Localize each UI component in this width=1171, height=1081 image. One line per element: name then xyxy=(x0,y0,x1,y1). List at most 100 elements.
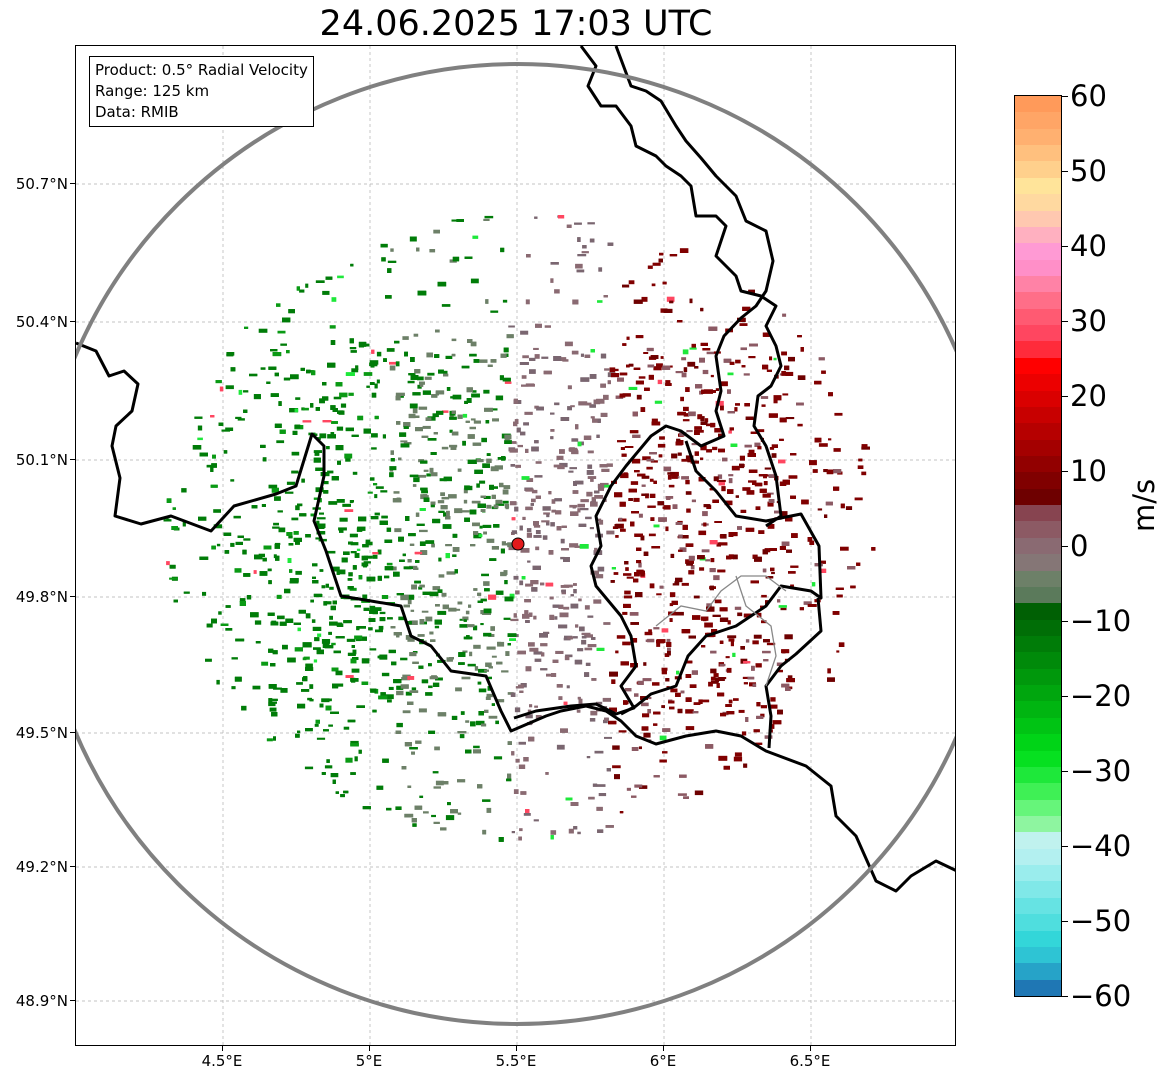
echo-cell xyxy=(665,496,674,499)
echo-cell xyxy=(769,704,778,709)
radar-map[interactable] xyxy=(75,45,956,1046)
echo-cell xyxy=(603,719,608,724)
echo-cell xyxy=(491,546,499,550)
echo-cell xyxy=(271,487,279,493)
echo-cell xyxy=(619,372,628,376)
echo-cell xyxy=(861,471,867,476)
echo-cell xyxy=(659,735,667,741)
echo-cell xyxy=(501,456,506,461)
echo-cell xyxy=(501,670,509,673)
echo-cell xyxy=(422,494,428,499)
echo-cell xyxy=(350,678,359,682)
echo-cell xyxy=(305,663,313,667)
echo-cell xyxy=(294,647,303,652)
echo-cell xyxy=(477,784,483,789)
echo-cell xyxy=(585,516,592,520)
echo-cell xyxy=(596,784,606,787)
echo-cell xyxy=(511,517,516,521)
echo-cell xyxy=(352,657,359,660)
echo-cell xyxy=(626,336,630,340)
echo-cell xyxy=(682,535,689,539)
echo-cell xyxy=(461,676,471,680)
echo-cell xyxy=(525,448,529,453)
echo-cell xyxy=(249,373,258,377)
echo-cell xyxy=(430,452,437,455)
echo-cell xyxy=(539,633,548,638)
echo-cell xyxy=(527,709,532,713)
echo-cell xyxy=(502,299,508,303)
colorbar-segment xyxy=(1015,128,1061,147)
echo-cell xyxy=(237,535,244,538)
echo-cell xyxy=(441,304,451,307)
echo-cell xyxy=(446,571,456,575)
echo-cell xyxy=(760,705,767,709)
echo-cell xyxy=(490,466,499,472)
echo-cell xyxy=(325,583,329,588)
echo-cell xyxy=(362,594,368,599)
echo-cell xyxy=(365,539,371,545)
echo-cell xyxy=(509,448,518,453)
echo-cell xyxy=(347,652,356,656)
echo-cell xyxy=(270,663,276,667)
echo-cell xyxy=(484,215,494,219)
x-tick-label: 4.5°E xyxy=(201,1052,243,1070)
echo-cell xyxy=(285,618,294,623)
echo-cell xyxy=(443,476,452,482)
echo-cell xyxy=(658,519,666,522)
echo-cell xyxy=(213,524,223,529)
echo-cell xyxy=(589,527,594,530)
colorbar-segment xyxy=(1015,946,1061,965)
echo-cell xyxy=(324,765,333,769)
echo-cell xyxy=(296,286,300,291)
echo-cell xyxy=(234,568,242,573)
echo-cell xyxy=(286,481,296,485)
echo-cell xyxy=(651,421,661,426)
echo-cell xyxy=(754,482,763,487)
echo-cell xyxy=(491,703,495,706)
colorbar-segment xyxy=(1015,406,1061,425)
echo-cell xyxy=(396,690,404,696)
echo-cell xyxy=(567,406,572,411)
echo-cell xyxy=(272,352,282,357)
echo-cell xyxy=(398,616,405,621)
echo-cell xyxy=(258,328,268,333)
echo-cell xyxy=(478,688,487,693)
echo-cell xyxy=(294,424,301,429)
echo-cell xyxy=(638,513,643,518)
echo-cell xyxy=(556,684,563,688)
echo-cell xyxy=(568,828,574,834)
colorbar-segment xyxy=(1015,897,1061,916)
echo-cell xyxy=(462,650,468,653)
echo-cell xyxy=(276,440,285,444)
echo-cell xyxy=(692,615,701,620)
echo-cell xyxy=(597,483,605,489)
echo-cell xyxy=(459,624,468,628)
echo-cell xyxy=(577,648,584,652)
echo-cell xyxy=(550,436,554,440)
echo-cell xyxy=(752,640,759,645)
echo-cell xyxy=(790,565,799,568)
echo-cell xyxy=(550,522,555,527)
colorbar-segment xyxy=(1015,554,1061,572)
echo-cell xyxy=(230,542,235,547)
echo-cell xyxy=(464,256,473,259)
echo-cell xyxy=(295,397,301,400)
echo-cell xyxy=(534,216,538,219)
echo-cell xyxy=(702,618,707,622)
echo-cell xyxy=(173,599,178,603)
echo-cell xyxy=(737,317,746,323)
echo-cell xyxy=(668,700,675,704)
echo-cell xyxy=(706,423,712,427)
echo-cell xyxy=(261,661,269,666)
echo-cell xyxy=(845,506,853,510)
echo-cell xyxy=(730,443,738,447)
echo-cell xyxy=(561,548,569,551)
colorbar-tick-label: −60 xyxy=(1070,979,1132,1013)
echo-cell xyxy=(504,596,514,602)
echo-cell xyxy=(685,559,694,564)
echo-cell xyxy=(525,714,533,719)
echo-cell xyxy=(315,280,325,283)
echo-cell xyxy=(740,646,745,650)
echo-cell xyxy=(435,780,444,786)
echo-cell xyxy=(713,476,719,482)
